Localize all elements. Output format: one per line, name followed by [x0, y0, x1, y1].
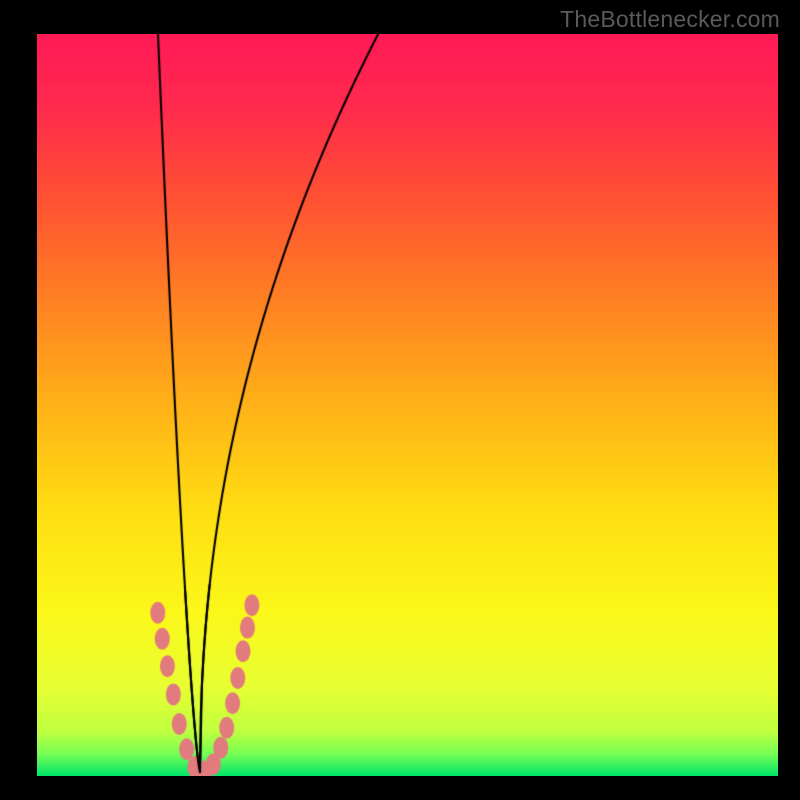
watermark-label: TheBottlenecker.com: [560, 6, 780, 33]
bottleneck-curve-chart: [37, 34, 778, 776]
